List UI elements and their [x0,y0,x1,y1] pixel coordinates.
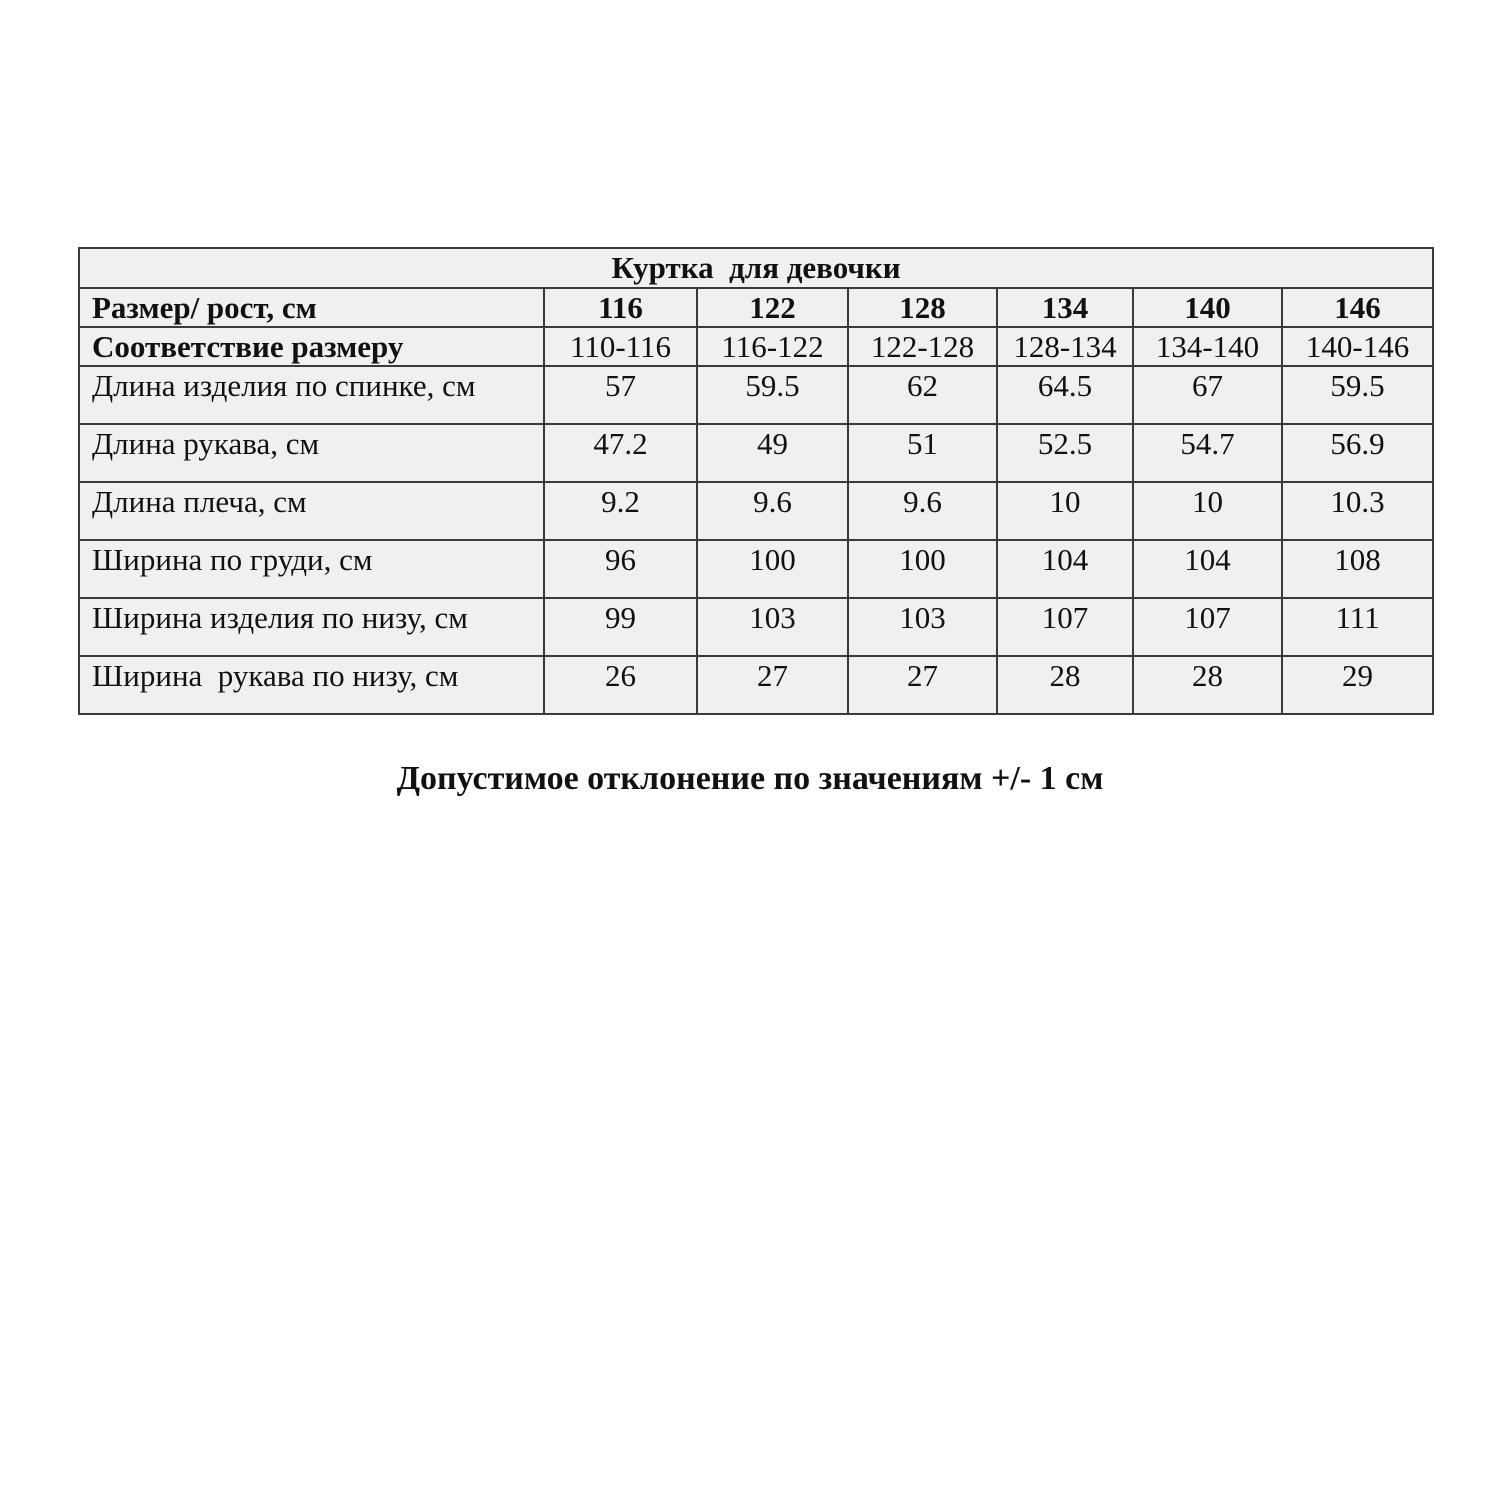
size-header: 128 [847,287,998,328]
row-label: Ширина изделия по низу, см [78,597,545,657]
table-cell: 27 [696,655,849,715]
table-cell: 9.2 [543,481,698,541]
table-title: Куртка для девочки [77,247,1435,289]
table-cell: 108 [1280,539,1435,599]
table-cell: 104 [1132,539,1283,599]
size-header: 122 [696,287,849,328]
size-header: 116 [543,287,698,328]
table-cell: 49 [696,423,849,483]
table-cell: 67 [1132,365,1283,425]
table-cell: 28 [1132,655,1283,715]
header-label: Размер/ рост, см [78,287,545,328]
table-cell: 10 [996,481,1134,541]
size-correspondence: 122-128 [847,326,998,367]
table-cell: 64.5 [996,365,1134,425]
row-label: Ширина рукава по низу, см [78,655,545,715]
size-header: 140 [1132,287,1283,328]
table-cell: 26 [543,655,698,715]
table-cell: 100 [696,539,849,599]
table-cell: 107 [996,597,1134,657]
table-row: Длина рукава, см 47.2 49 51 52.5 54.7 56.9 [78,423,1435,483]
table-row: Длина изделия по спинке, см 57 59.5 62 64.5 6… [78,365,1435,425]
row-label: Длина плеча, см [78,481,545,541]
table-cell: 104 [996,539,1134,599]
table-cell: 9.6 [696,481,849,541]
table-cell: 10 [1132,481,1283,541]
size-header: 134 [996,287,1134,328]
table-cell: 59.5 [1280,365,1435,425]
table-cell: 62 [847,365,998,425]
size-correspondence: 110-116 [543,326,698,367]
table-cell: 57 [543,365,698,425]
table-row: Ширина по груди, см 96 100 100 104 104 108 [78,539,1435,599]
table-cell: 27 [847,655,998,715]
row-label: Длина изделия по спинке, см [78,365,545,425]
table-cell: 54.7 [1132,423,1283,483]
table-cell: 103 [696,597,849,657]
size-header: 146 [1280,287,1435,328]
table-cell: 9.6 [847,481,998,541]
table-cell: 10.3 [1280,481,1435,541]
table-cell: 103 [847,597,998,657]
table-row: Длина плеча, см 9.2 9.6 9.6 10 10 10.3 [78,481,1435,541]
size-table: Куртка для девочки Размер/ рост, см 116 12… [77,247,1435,715]
table-row: Ширина рукава по низу, см 26 27 27 28 28 29 [78,655,1435,715]
table-cell: 111 [1280,597,1435,657]
size-correspondence: 116-122 [696,326,849,367]
table-cell: 51 [847,423,998,483]
row-label: Ширина по груди, см [78,539,545,599]
table-cell: 100 [847,539,998,599]
table-cell: 107 [1132,597,1283,657]
table-cell: 59.5 [696,365,849,425]
size-correspondence: 128-134 [996,326,1134,367]
table-cell: 52.5 [996,423,1134,483]
table-cell: 47.2 [543,423,698,483]
table-row: Ширина изделия по низу, см 99 103 103 107 107… [78,597,1435,657]
table-cell: 96 [543,539,698,599]
correspondence-label: Соответствие размеру [78,326,545,367]
row-label: Длина рукава, см [78,423,545,483]
table-cell: 28 [996,655,1134,715]
size-correspondence: 134-140 [1132,326,1283,367]
table-cell: 56.9 [1280,423,1435,483]
table-cell: 29 [1280,655,1435,715]
size-correspondence: 140-146 [1280,326,1435,367]
table-cell: 99 [543,597,698,657]
tolerance-note: Допустимое отклонение по значениям +/- 1… [396,760,1104,797]
